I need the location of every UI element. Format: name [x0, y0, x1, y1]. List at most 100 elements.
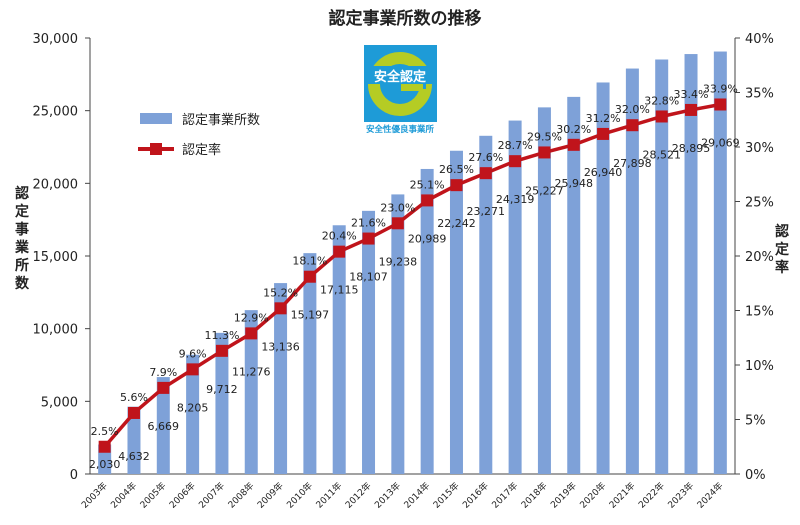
y-right-tick-label: 10% — [745, 359, 774, 374]
x-tick-label: 2024年 — [694, 480, 725, 511]
rate-marker — [597, 127, 610, 140]
rate-line — [103, 102, 721, 448]
bar — [215, 332, 229, 474]
rate-value-label: 32.0% — [615, 103, 650, 116]
x-tick-label: 2022年 — [636, 480, 667, 511]
rate-value-label: 2.5% — [91, 425, 119, 438]
bar — [508, 120, 522, 474]
rate-value-label: 32.8% — [644, 94, 679, 107]
y-left-tick-label: 0 — [70, 468, 78, 483]
rate-marker — [685, 103, 698, 116]
x-tick-label: 2012年 — [343, 480, 374, 511]
y-right-tick-label: 20% — [745, 250, 774, 265]
x-tick-labels: 2003年 2004年 2005年 2006年 2007年 2008年 2009年 2010年… — [79, 480, 726, 511]
y-right-tick-label: 5% — [745, 414, 766, 429]
bar-series — [98, 51, 727, 475]
bar — [596, 82, 610, 475]
rate-value-label: 27.6% — [468, 151, 503, 164]
y-left-tick-label: 10,000 — [33, 323, 79, 338]
rate-value-label: 28.7% — [498, 139, 533, 152]
bar — [362, 210, 376, 474]
logo-top-band — [366, 66, 434, 84]
bar-value-label: 19,238 — [379, 255, 418, 268]
rate-marker — [655, 110, 668, 123]
y-left-tick-label: 20,000 — [33, 177, 79, 192]
bar — [127, 406, 141, 474]
rate-marker — [391, 217, 404, 230]
rate-marker — [98, 440, 111, 453]
legend-label-line: 認定率 — [182, 142, 221, 158]
y-right-tick-label: 40% — [745, 32, 774, 47]
rate-marker — [215, 344, 228, 357]
x-tick-label: 2010年 — [284, 480, 315, 511]
rate-value-label: 5.6% — [120, 391, 148, 404]
bar-value-label: 22,242 — [437, 217, 476, 230]
rate-marker — [509, 155, 522, 168]
rate-value-label: 30.2% — [556, 123, 591, 136]
rate-value-label: 12.9% — [234, 311, 269, 324]
rate-line-series — [98, 98, 727, 453]
rate-value-label: 29.5% — [527, 130, 562, 143]
rate-marker — [421, 194, 434, 207]
rate-marker — [538, 146, 551, 159]
rate-marker — [274, 302, 287, 315]
x-tick-label: 2006年 — [167, 480, 198, 511]
y-right-tick-label: 30% — [745, 141, 774, 156]
x-tick-label: 2013年 — [372, 480, 403, 511]
bar-value-label: 29,069 — [701, 136, 740, 149]
logo-g-bar — [401, 83, 423, 91]
rate-value-label: 31.2% — [586, 112, 621, 125]
rate-value-label: 11.3% — [204, 329, 239, 342]
rate-marker — [245, 327, 258, 340]
logo-bottom-text: 安全性優良事業所 — [366, 124, 435, 135]
rate-marker — [479, 167, 492, 180]
bar — [655, 59, 669, 474]
rate-marker — [626, 119, 639, 132]
chart-title: 認定事業所数の推移 — [329, 8, 482, 29]
rate-value-label: 33.9% — [703, 82, 738, 95]
y-right-tick-label: 0% — [745, 468, 766, 483]
bar-value-label: 23,271 — [467, 205, 506, 218]
y-left-tick-label: 25,000 — [33, 105, 79, 120]
bar — [156, 377, 170, 474]
bar — [449, 150, 463, 474]
rate-value-label: 18.1% — [292, 255, 327, 268]
rate-marker — [333, 245, 346, 258]
bar — [537, 107, 551, 474]
bar-value-label: 17,115 — [320, 284, 359, 297]
x-tick-label: 2009年 — [255, 480, 286, 511]
x-tick-label: 2008年 — [225, 480, 256, 511]
y-left-tick-label: 15,000 — [33, 250, 79, 265]
bar-value-label: 27,898 — [613, 157, 652, 170]
bar-value-label: 28,521 — [642, 148, 681, 161]
rate-marker — [567, 138, 580, 151]
x-tick-label: 2004年 — [108, 480, 139, 511]
x-tick-label: 2020年 — [577, 480, 608, 511]
rate-marker — [303, 270, 316, 283]
bar — [567, 96, 581, 474]
bar — [625, 68, 639, 474]
bar — [332, 225, 346, 474]
x-tick-label: 2018年 — [519, 480, 550, 511]
bar — [420, 168, 434, 474]
y-right-tick-label: 35% — [745, 87, 774, 102]
x-tick-label: 2003年 — [79, 480, 110, 511]
rate-marker — [186, 363, 199, 376]
bar-value-label: 6,669 — [148, 420, 180, 433]
bar-value-label: 11,276 — [232, 365, 271, 378]
bar — [244, 310, 258, 474]
rate-value-label: 7.9% — [149, 366, 177, 379]
rate-value-label: 23.0% — [380, 201, 415, 214]
rate-marker — [362, 232, 375, 245]
bar-value-label: 13,136 — [261, 340, 300, 353]
bar — [479, 135, 493, 474]
rate-value-labels: 2.5% 5.6%7.9%9.6% 11.3% 12.9% 15.2% 18.1% 20.4… — [91, 82, 738, 437]
rate-marker — [127, 406, 140, 419]
bar — [186, 354, 200, 474]
x-tick-label: 2017年 — [489, 480, 520, 511]
rate-value-label: 33.4% — [674, 88, 709, 101]
logo-top-text: 安全認定 — [374, 69, 426, 85]
x-tick-label: 2015年 — [431, 480, 462, 511]
